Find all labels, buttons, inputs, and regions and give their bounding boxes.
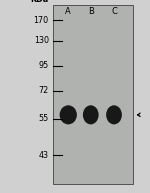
Ellipse shape (83, 105, 99, 124)
Text: 170: 170 (34, 16, 49, 25)
Text: KDa: KDa (30, 0, 49, 4)
Text: 95: 95 (39, 61, 49, 70)
Text: 55: 55 (39, 114, 49, 123)
Text: 43: 43 (39, 151, 49, 160)
Bar (53, 5, 133, 184)
Text: C: C (111, 7, 117, 16)
Text: 72: 72 (39, 86, 49, 95)
Ellipse shape (60, 105, 77, 124)
Text: B: B (88, 7, 94, 16)
Ellipse shape (106, 105, 122, 124)
Text: 130: 130 (34, 36, 49, 45)
Text: A: A (65, 7, 71, 16)
